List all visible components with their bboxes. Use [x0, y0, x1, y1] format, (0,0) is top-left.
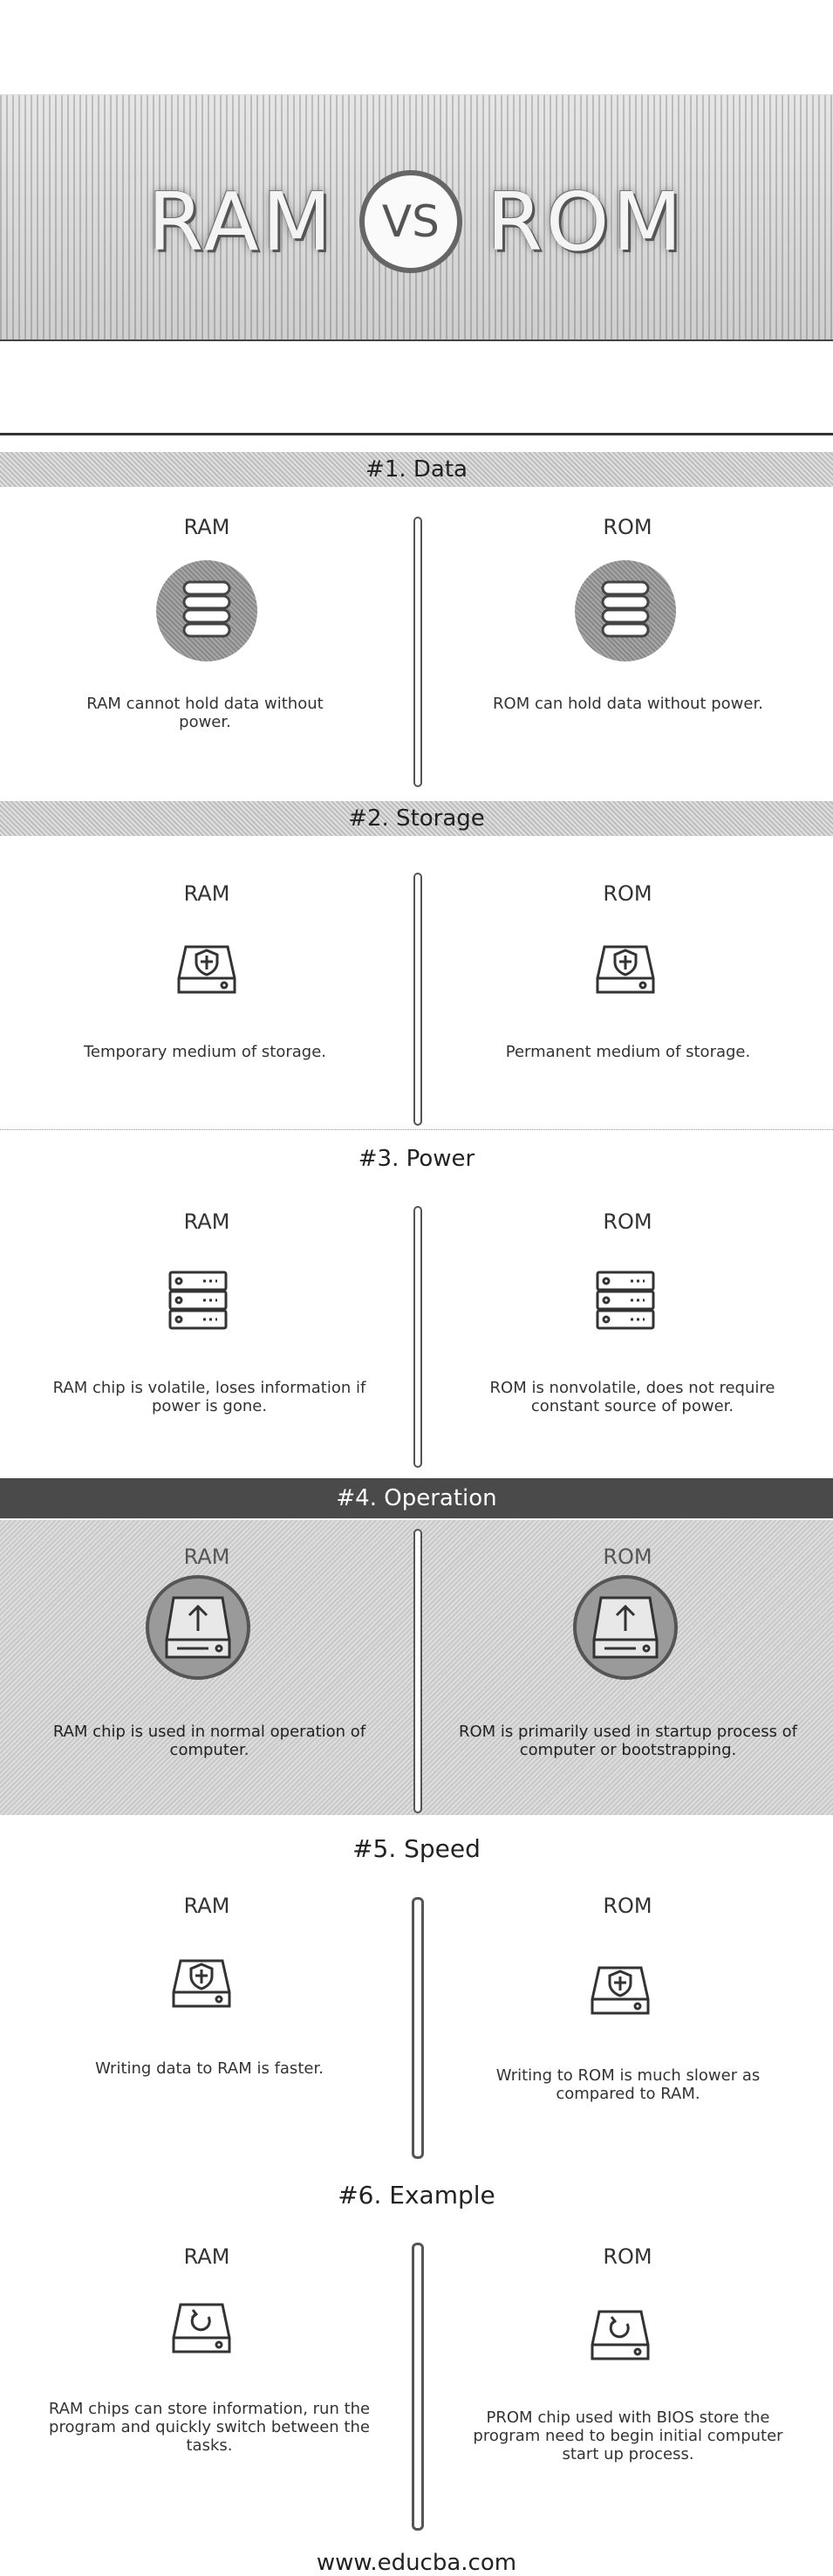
rom-description: Writing to ROM is much slower as compare…: [495, 2066, 761, 2103]
ram-description: RAM chips can store information, run the…: [48, 2400, 371, 2455]
section-heading-operation: #4. Operation: [0, 1478, 833, 1518]
section-heading-power: #3. Power: [0, 1141, 833, 1176]
banner-title: RAM VS ROM: [0, 169, 833, 274]
vs-text: VS: [381, 196, 440, 247]
secure-drive-icon: [586, 934, 665, 1004]
column-divider: [413, 873, 422, 1126]
section-heading-storage: #2. Storage: [0, 801, 833, 836]
refresh-drive-icon: [162, 2293, 241, 2363]
heading-text: #4. Operation: [336, 1485, 497, 1511]
banner-ram-word: RAM: [147, 175, 335, 269]
rom-description: PROM chip used with BIOS store the progr…: [473, 2408, 783, 2463]
secure-drive-icon: [162, 1948, 241, 2018]
server-icon: [586, 1261, 665, 1339]
rom-description: ROM is nonvolatile, does not require con…: [489, 1379, 775, 1415]
heading-text: #2. Storage: [348, 805, 485, 832]
ram-description: Writing data to RAM is faster.: [95, 2059, 324, 2078]
upload-drive-icon: [141, 1571, 255, 1684]
database-icon: [573, 558, 678, 663]
ram-label: RAM: [183, 1545, 230, 1569]
heading-text: #3. Power: [358, 1146, 475, 1172]
column-divider: [413, 1206, 422, 1468]
ram-label: RAM: [183, 881, 230, 906]
ram-label: RAM: [183, 2244, 230, 2269]
ram-description: RAM cannot hold data without power.: [86, 695, 324, 731]
rom-description: ROM can hold data without power.: [493, 695, 763, 713]
heading-text: #6. Example: [338, 2180, 495, 2209]
secure-drive-icon: [581, 1955, 659, 2024]
section-heading-data: #1. Data: [0, 452, 833, 487]
ram-label: RAM: [183, 1209, 230, 1234]
rom-label: ROM: [603, 1209, 652, 1234]
banner-rom-word: ROM: [486, 175, 686, 269]
upload-drive-icon: [569, 1571, 682, 1684]
heading-text: #5. Speed: [352, 1833, 481, 1863]
rom-label: ROM: [603, 1894, 652, 1918]
heading-text: #1. Data: [365, 456, 468, 483]
dotted-divider: [0, 1129, 833, 1130]
vs-badge: VS: [358, 170, 462, 273]
title-banner: RAM VS ROM: [0, 94, 833, 341]
ram-description: RAM chip is volatile, loses information …: [52, 1379, 366, 1415]
column-divider: [413, 1529, 422, 1813]
ram-label: RAM: [183, 1894, 230, 1918]
section-divider-line: [0, 433, 833, 435]
column-divider: [412, 1897, 424, 2159]
section-heading-speed: #5. Speed: [0, 1831, 833, 1866]
ram-label: RAM: [183, 515, 230, 539]
column-divider: [412, 2243, 424, 2531]
refresh-drive-icon: [581, 2300, 659, 2370]
rom-label: ROM: [603, 2244, 652, 2269]
ram-description: Temporary medium of storage.: [83, 1043, 327, 1061]
column-divider: [413, 517, 422, 787]
secure-drive-icon: [167, 934, 246, 1004]
rom-description: Permanent medium of storage.: [505, 1043, 751, 1061]
ram-description: RAM chip is used in normal operation of …: [52, 1723, 366, 1759]
rom-label: ROM: [603, 881, 652, 906]
rom-label: ROM: [603, 1545, 652, 1569]
database-icon: [154, 558, 259, 663]
rom-label: ROM: [603, 515, 652, 539]
footer-website: www.educba.com: [316, 2550, 517, 2576]
server-icon: [159, 1261, 237, 1339]
section-heading-example: #6. Example: [0, 2177, 833, 2212]
rom-description: ROM is primarily used in startup process…: [458, 1723, 798, 1759]
